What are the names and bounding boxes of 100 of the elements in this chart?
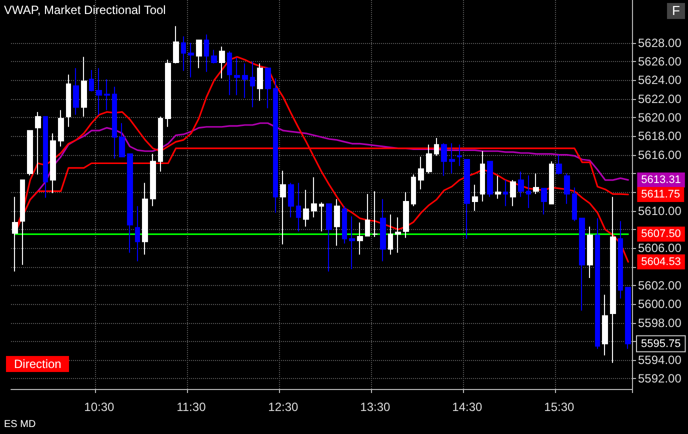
candlestick xyxy=(418,156,424,190)
candlestick xyxy=(250,61,255,108)
candlestick xyxy=(503,180,508,207)
data-label: 5604.53 xyxy=(641,256,681,268)
candlestick xyxy=(142,182,148,256)
y-tick-label: 5602.00 xyxy=(638,278,682,292)
data-label: 5613.31 xyxy=(641,174,681,186)
candlestick xyxy=(66,74,71,128)
candlestick xyxy=(196,40,202,69)
candlestick xyxy=(533,173,539,195)
candlestick xyxy=(211,49,217,64)
candlestick xyxy=(510,180,516,207)
y-tick-label: 5618.00 xyxy=(638,129,682,144)
candlestick xyxy=(480,150,485,202)
candlestick xyxy=(334,198,340,246)
candlestick xyxy=(472,184,478,212)
candlestick xyxy=(89,69,94,92)
candlestick xyxy=(288,182,294,218)
candlestick xyxy=(104,78,110,111)
candlestick xyxy=(227,50,232,96)
x-tick-label: 12:30 xyxy=(268,400,299,414)
y-tick-label: 5626.00 xyxy=(638,54,682,69)
candlestick xyxy=(158,116,163,172)
y-tick-label: 5620.00 xyxy=(638,110,682,125)
candlestick xyxy=(464,159,470,240)
candlestick xyxy=(96,68,102,116)
candlestick xyxy=(173,26,179,64)
y-tick-label: 5594.00 xyxy=(638,353,682,368)
candlestick xyxy=(602,294,608,356)
candlestick xyxy=(403,192,409,238)
annotation: Direction xyxy=(6,356,70,372)
candlestick xyxy=(349,216,355,270)
candlestick xyxy=(204,34,209,72)
candlestick xyxy=(326,203,332,272)
candlestick xyxy=(579,218,585,312)
candlestick xyxy=(127,153,133,254)
text: ES MD xyxy=(4,418,36,432)
candlestick xyxy=(311,176,317,218)
x-tick-label: 15:30 xyxy=(544,400,575,414)
candlestick xyxy=(395,216,401,254)
candlestick xyxy=(411,174,416,207)
candlestick xyxy=(219,46,225,79)
x-tick-label: 11:30 xyxy=(176,400,206,414)
candlestick xyxy=(449,142,455,174)
text: 5595.75 xyxy=(641,338,681,350)
candlestick xyxy=(43,116,48,198)
candlestick xyxy=(242,62,248,98)
candlestick xyxy=(257,62,263,102)
candlestick xyxy=(618,220,623,300)
candlestick xyxy=(549,160,554,204)
y-tick-label: 5592.00 xyxy=(638,372,682,386)
candlestick xyxy=(20,180,25,266)
candlestick xyxy=(181,36,186,72)
candlestick xyxy=(296,182,301,232)
candlestick xyxy=(434,138,439,156)
candlestick xyxy=(495,175,501,200)
candlestick xyxy=(595,218,600,350)
candlestick xyxy=(610,196,616,364)
y-tick-label: 5610.00 xyxy=(638,204,682,218)
candlestick xyxy=(541,188,547,216)
candlestick xyxy=(487,160,493,198)
candlestick xyxy=(303,189,309,228)
candlestick xyxy=(380,198,386,262)
candlestick xyxy=(81,56,87,118)
candlestick xyxy=(518,171,524,198)
candlestick xyxy=(73,68,79,116)
candlestick xyxy=(27,130,33,176)
candlestick xyxy=(556,154,562,175)
candlestick xyxy=(365,194,370,237)
candlestick xyxy=(273,78,278,214)
candlestick xyxy=(112,86,117,160)
candlestick xyxy=(357,222,363,256)
candlestick xyxy=(12,196,18,272)
candlestick xyxy=(119,122,125,158)
x-tick-label: 10:30 xyxy=(84,400,115,414)
data-label: 5611.75 xyxy=(641,188,680,200)
x-tick-label: 14:30 xyxy=(452,400,483,414)
y-tick-label: 5616.00 xyxy=(638,148,682,162)
candlestick xyxy=(35,111,41,175)
candlestick xyxy=(234,57,240,96)
candlestick xyxy=(50,132,56,194)
x-tick-label: 13:30 xyxy=(360,400,391,414)
y-tick-label: 5624.00 xyxy=(638,73,682,88)
y-tick-label: 5598.00 xyxy=(638,316,682,330)
candlestick xyxy=(150,153,156,207)
candlestick xyxy=(58,110,64,147)
candlestick xyxy=(564,173,570,204)
y-tick-label: 5606.00 xyxy=(638,241,682,256)
candlestick xyxy=(319,202,324,232)
candlestick xyxy=(625,286,631,350)
data-label: 5607.50 xyxy=(641,228,681,240)
candlestick xyxy=(572,187,577,222)
candlestick xyxy=(587,226,593,278)
candlestick xyxy=(457,144,462,167)
candlestick xyxy=(526,174,531,209)
candlestick xyxy=(280,170,286,245)
text: F xyxy=(667,3,685,19)
candlestick xyxy=(135,206,140,262)
candlestick xyxy=(441,142,447,176)
candlestick xyxy=(165,59,171,128)
